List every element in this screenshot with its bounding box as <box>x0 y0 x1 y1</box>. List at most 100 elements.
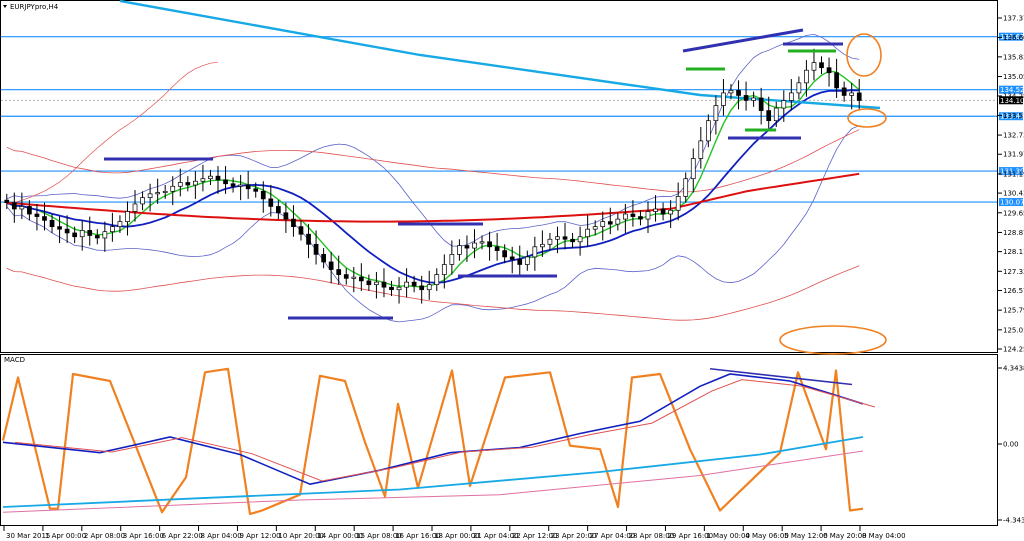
candle-body <box>502 250 508 258</box>
candle-body <box>140 197 145 205</box>
candle-body <box>849 92 855 96</box>
price-pane-border <box>0 0 998 353</box>
candle-body <box>683 178 689 197</box>
price-tick-label: 136.600 <box>1003 34 1024 42</box>
time-tick-label: 22 Apr 12:00 <box>512 532 558 540</box>
fast-ma-line <box>6 70 860 288</box>
candle-body <box>34 213 40 217</box>
candle-body <box>328 261 334 270</box>
candle-body <box>260 190 266 200</box>
time-tick-label: 23 Apr 20:00 <box>551 532 597 540</box>
macd-pane-border <box>0 354 998 526</box>
candle-body <box>841 87 847 96</box>
candle-body <box>366 280 372 286</box>
price-axis: 137.370 136.600 135.830 135.050 134.280 133.5… <box>998 15 1024 354</box>
candle-body <box>351 276 357 279</box>
price-tick-label: 130.430 <box>1003 190 1024 198</box>
candle-body <box>177 182 183 187</box>
candle-body <box>200 178 206 182</box>
candle-body <box>728 90 734 94</box>
candle-body <box>125 211 130 222</box>
time-tick-label: 16 Apr 16:00 <box>395 532 441 540</box>
candle-body <box>570 238 575 243</box>
time-tick-label: 29 Apr 16:00 <box>667 532 713 540</box>
price-tick-label: 127.330 <box>1003 268 1024 276</box>
candle-body <box>215 175 221 181</box>
secondary-signal-line <box>2 450 864 513</box>
time-tick-label: 5 May 12:00 <box>784 532 828 540</box>
candle-body <box>276 206 281 214</box>
candle-body <box>291 218 296 227</box>
time-tick-label: 30 Mar 2015 <box>6 532 50 540</box>
level-price-label: 131.303 <box>1000 168 1024 176</box>
level-price-tag <box>999 112 1023 121</box>
candle-body <box>396 286 402 291</box>
candle-body <box>660 208 666 215</box>
price-tick-label: 133.510 <box>1003 112 1024 120</box>
level-price-label: 136.629 <box>1000 33 1024 41</box>
candle-body <box>268 198 274 207</box>
candle-body <box>230 183 236 187</box>
level-price-tag <box>999 198 1023 207</box>
time-tick-label: 27 Apr 04:00 <box>590 532 636 540</box>
candle-body <box>600 221 606 227</box>
candle-body <box>381 281 387 288</box>
candle-body <box>193 180 198 186</box>
candle-body <box>27 206 32 215</box>
time-tick-label: 3 Apr 16:00 <box>123 532 164 540</box>
candle-body <box>532 246 538 258</box>
time-tick-label: 21 Apr 04:00 <box>473 532 519 540</box>
trend-marker-line <box>682 28 804 53</box>
level-price-label: 133.477 <box>1000 113 1024 121</box>
envelope-lower-line <box>6 265 860 321</box>
current-price-tag <box>999 96 1023 105</box>
candle-body <box>321 254 326 263</box>
candle-body <box>773 107 779 122</box>
candle-body <box>336 269 342 275</box>
candle-body <box>449 254 455 265</box>
price-tick-label: 124.250 <box>1003 346 1024 354</box>
candle-body <box>245 184 251 190</box>
price-tick-label: 135.050 <box>1003 73 1024 81</box>
candle-body <box>509 256 515 260</box>
candle-body <box>72 232 78 238</box>
mid-ma-line <box>6 89 860 284</box>
candle-body <box>94 235 100 239</box>
candle-body <box>653 208 658 212</box>
price-tick-label: 131.970 <box>1003 151 1024 159</box>
slow-ma-line <box>6 172 860 223</box>
candle-body <box>441 264 447 275</box>
macd-tick-label: 0.00 <box>1003 441 1019 449</box>
candle-body <box>343 274 349 279</box>
long-signal-line <box>2 436 864 508</box>
candle-body <box>170 185 176 192</box>
candle-body <box>638 216 643 220</box>
candle-body <box>147 193 153 198</box>
symbol-dropdown-icon[interactable] <box>3 5 7 8</box>
time-tick-label: 18 Apr 00:00 <box>434 532 480 540</box>
candle-body <box>411 281 417 287</box>
time-tick-label: 10 Apr 20:00 <box>278 532 324 540</box>
candle-body <box>796 82 802 94</box>
time-tick-label: 1 Apr 00:00 <box>45 532 86 540</box>
bollinger-lower-line <box>6 125 860 323</box>
time-tick-label: 6 May 20:00 <box>823 532 867 540</box>
price-tick-label: 129.650 <box>1003 209 1024 217</box>
candle-body <box>479 241 485 244</box>
price-tick-label: 128.870 <box>1003 229 1024 237</box>
candle-body <box>110 226 115 233</box>
candle-body <box>668 209 673 215</box>
macd-axis: 4.3438 0.00 -4.3438 <box>998 365 1024 525</box>
envelope-upper-line <box>6 129 860 193</box>
highlight-ellipse <box>847 108 887 128</box>
candle-body <box>540 243 545 248</box>
price-tick-label: 128.110 <box>1003 248 1024 256</box>
candle-body <box>162 190 168 193</box>
time-tick-label: 8 Apr 04:00 <box>201 532 242 540</box>
candle-body <box>645 211 651 220</box>
time-tick-label: 8 May 04:00 <box>862 532 906 540</box>
candle-body <box>706 120 711 142</box>
candle-body <box>555 236 560 240</box>
candle-body <box>4 199 10 204</box>
candle-body <box>743 95 749 101</box>
